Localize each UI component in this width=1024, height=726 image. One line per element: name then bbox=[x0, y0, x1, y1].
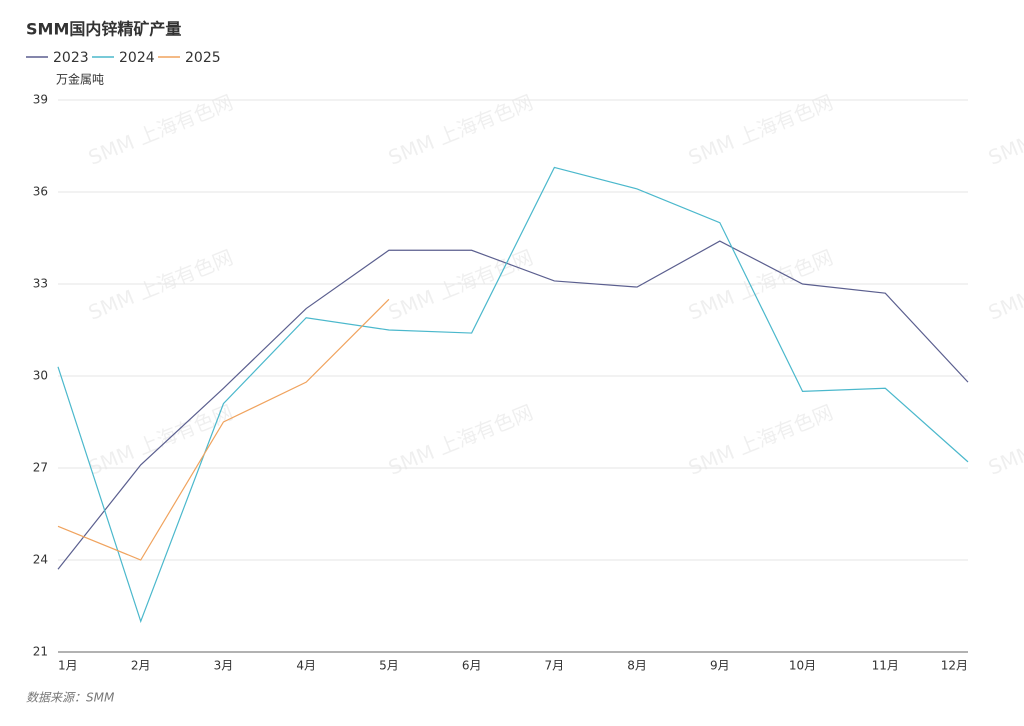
y-tick-label: 39 bbox=[33, 93, 48, 107]
x-tick-label: 12月 bbox=[941, 659, 968, 673]
x-tick-label: 5月 bbox=[379, 659, 399, 673]
x-tick-label: 9月 bbox=[710, 659, 730, 673]
y-tick-label: 24 bbox=[33, 553, 48, 567]
watermark: SMM 上海有色网 bbox=[385, 90, 536, 170]
x-tick-label: 8月 bbox=[627, 659, 647, 673]
watermark: SMM 上海有色网 bbox=[85, 245, 236, 325]
x-tick-label: 3月 bbox=[214, 659, 234, 673]
source: 数据来源：SMM bbox=[26, 691, 115, 705]
series-line bbox=[57, 298, 390, 561]
x-tick-label: 10月 bbox=[789, 659, 816, 673]
x-tick-label: 11月 bbox=[872, 659, 899, 673]
series-line bbox=[57, 166, 969, 624]
y-tick-label: 36 bbox=[33, 185, 48, 199]
series-line bbox=[57, 240, 969, 570]
x-tick-label: 2月 bbox=[131, 659, 151, 673]
x-tick-label: 1月 bbox=[58, 659, 78, 673]
x-tick-label: 6月 bbox=[462, 659, 482, 673]
y-tick-label: 33 bbox=[33, 277, 48, 291]
watermark: SMM 上海有色网 bbox=[85, 90, 236, 170]
y-tick-label: 21 bbox=[33, 645, 48, 659]
chart-title: SMM国内锌精矿产量 bbox=[26, 20, 181, 39]
watermark: SMM 上海有色网 bbox=[985, 245, 1024, 325]
legend-label: 2025 bbox=[185, 50, 221, 66]
y-axis-label: 万金属吨 bbox=[56, 72, 104, 87]
watermark: SMM 上海有色网 bbox=[985, 400, 1024, 480]
watermark: SMM 上海有色网 bbox=[685, 90, 836, 170]
watermark: SMM 上海有色网 bbox=[385, 245, 536, 325]
x-tick-label: 7月 bbox=[545, 659, 565, 673]
y-tick-label: 27 bbox=[33, 461, 48, 475]
legend-label: 2023 bbox=[53, 50, 89, 66]
legend-label: 2024 bbox=[119, 50, 155, 66]
x-tick-label: 4月 bbox=[296, 659, 316, 673]
watermark: SMM 上海有色网 bbox=[985, 90, 1024, 170]
y-tick-label: 30 bbox=[33, 369, 48, 383]
